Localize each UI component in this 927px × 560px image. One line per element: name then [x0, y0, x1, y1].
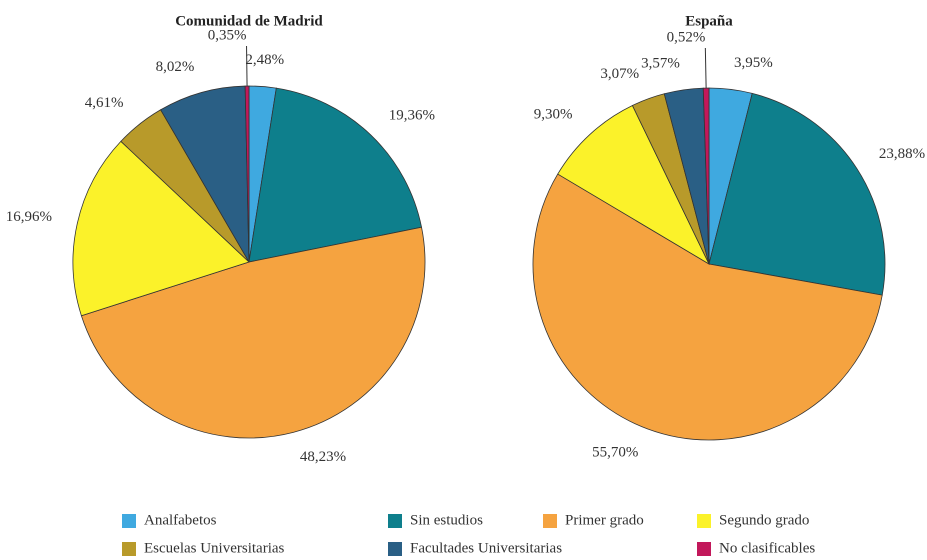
chart-title: España — [685, 13, 733, 29]
data-label: 48,23% — [300, 449, 346, 465]
legend-label: Escuelas Universitarias — [144, 540, 285, 556]
data-label: 16,96% — [6, 209, 52, 225]
data-label: 19,36% — [389, 108, 435, 124]
pie-slice: Segundo grado — [557, 104, 710, 266]
data-label: 55,70% — [592, 445, 638, 461]
legend-swatch — [697, 542, 711, 556]
leader-line — [246, 46, 248, 87]
data-label: 23,88% — [879, 146, 925, 162]
legend-swatch — [543, 514, 557, 528]
data-label: 8,02% — [156, 59, 195, 75]
legend-label: Analfabetos — [144, 512, 217, 528]
leader-line — [704, 48, 707, 89]
legend-label: No clasificables — [719, 540, 815, 556]
legend-swatch — [388, 542, 402, 556]
legend-swatch — [697, 514, 711, 528]
data-label: 0,52% — [667, 29, 706, 45]
legend-swatch — [122, 514, 136, 528]
legend-label: Primer grado — [565, 512, 644, 528]
legend-swatch — [122, 542, 136, 556]
data-label: 3,07% — [600, 66, 639, 82]
legend-label: Facultades Universitarias — [410, 540, 562, 556]
data-label: 9,30% — [534, 107, 573, 123]
pie-slice: Sin estudios — [708, 92, 886, 296]
data-label: 0,35% — [208, 27, 247, 43]
pie-slice: Primer grado — [532, 173, 883, 441]
data-label: 2,48% — [245, 52, 284, 68]
pie-slice: Sin estudios — [248, 87, 423, 263]
legend-label: Segundo grado — [719, 512, 809, 528]
legend-label: Sin estudios — [410, 512, 483, 528]
chart-title: Comunidad de Madrid — [175, 13, 323, 29]
pie-slice: Segundo grado — [72, 140, 250, 317]
pie-slice: Primer grado — [80, 226, 426, 439]
data-label: 3,57% — [641, 56, 680, 72]
legend-swatch — [388, 514, 402, 528]
data-label: 3,95% — [734, 55, 773, 71]
data-label: 4,61% — [85, 95, 124, 111]
pie-slice: Facultades Universitarias — [160, 85, 250, 263]
